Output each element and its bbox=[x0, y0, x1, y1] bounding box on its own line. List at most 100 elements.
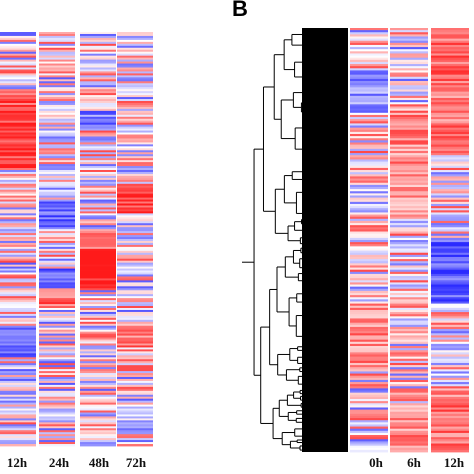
heatmap-a-cell bbox=[0, 81, 36, 84]
heatmap-a-cell bbox=[0, 378, 36, 382]
heatmap-b-cell bbox=[350, 206, 388, 209]
heatmap-a-cell bbox=[0, 361, 36, 364]
heatmap-a-cell bbox=[80, 392, 116, 396]
heatmap-b-cell bbox=[350, 32, 388, 35]
heatmap-a-cell bbox=[39, 442, 75, 445]
column-label-a-2: 24h bbox=[48, 455, 70, 470]
heatmap-b-cell bbox=[350, 119, 388, 122]
heatmap-a-cell bbox=[39, 373, 75, 376]
heatmap-a-cell bbox=[80, 183, 116, 187]
heatmap-a-cell bbox=[117, 240, 153, 244]
heatmap-a-cell bbox=[80, 296, 116, 299]
heatmap-b-cell bbox=[431, 59, 469, 63]
heatmap-a-cell bbox=[0, 59, 36, 62]
heatmap-a-cell bbox=[0, 304, 36, 307]
heatmap-a-cell bbox=[80, 412, 116, 415]
heatmap-a-cell bbox=[117, 61, 153, 64]
heatmap-b-cell bbox=[390, 32, 428, 35]
heatmap-a-cell bbox=[39, 278, 75, 281]
heatmap-b-cell bbox=[390, 78, 428, 82]
heatmap-b-cell bbox=[431, 36, 469, 39]
heatmap-a-cell bbox=[117, 292, 153, 295]
heatmap-b-cell bbox=[431, 343, 469, 347]
heatmap-a-cell bbox=[0, 207, 36, 210]
heatmap-a-cell bbox=[80, 158, 116, 161]
heatmap-b-cell bbox=[431, 282, 469, 285]
heatmap-b-cell bbox=[350, 439, 388, 442]
heatmap-a-cell bbox=[39, 434, 75, 437]
heatmap-a-cell bbox=[39, 87, 75, 90]
heatmap-b-cell bbox=[390, 246, 428, 249]
heatmap-a-cell bbox=[80, 416, 116, 419]
heatmap-b-cell bbox=[390, 93, 428, 97]
heatmap-b-cell bbox=[350, 163, 388, 167]
heatmap-b-cell bbox=[431, 407, 469, 410]
heatmap-b-cell bbox=[350, 40, 388, 44]
heatmap-b-cell bbox=[431, 119, 469, 122]
heatmap-a-cell bbox=[0, 430, 36, 433]
heatmap-a-cell bbox=[0, 37, 36, 41]
heatmap-b-cell bbox=[390, 178, 428, 182]
heatmap-b-cell bbox=[350, 85, 388, 88]
heatmap-a-cell bbox=[39, 331, 75, 335]
heatmap-b-cell bbox=[390, 140, 428, 143]
heatmap-b-cell bbox=[431, 203, 469, 207]
heatmap-b-cell bbox=[390, 47, 428, 50]
heatmap-a-cell bbox=[117, 211, 153, 214]
heatmap-a-cell bbox=[117, 181, 153, 185]
heatmap-a-cell bbox=[117, 444, 153, 447]
heatmap-b-cell bbox=[390, 235, 428, 239]
heatmap-b-cell bbox=[350, 189, 388, 192]
heatmap-b-cell bbox=[350, 269, 388, 273]
heatmap-a-cell bbox=[80, 436, 116, 439]
heatmap-a-cell bbox=[80, 369, 116, 372]
heatmap-a-cell bbox=[0, 298, 36, 301]
heatmap-a-cell bbox=[80, 37, 116, 41]
heatmap-a-cell bbox=[80, 203, 116, 206]
heatmap-a-cell bbox=[0, 126, 36, 129]
heatmap-b-cell bbox=[390, 210, 428, 213]
heatmap-a-cell bbox=[0, 329, 36, 333]
heatmap-a-cell bbox=[117, 124, 153, 128]
heatmap-a-cell bbox=[80, 367, 116, 370]
heatmap-b-cell bbox=[350, 335, 388, 338]
heatmap-a-cell bbox=[117, 341, 153, 344]
heatmap-b-cell bbox=[431, 422, 469, 425]
heatmap-a-cell bbox=[80, 444, 116, 447]
heatmap-b-cell bbox=[431, 78, 469, 82]
heatmap-a-cell bbox=[117, 264, 153, 267]
heatmap-b-cell bbox=[350, 68, 388, 71]
heatmap-a-cell bbox=[39, 187, 75, 191]
heatmap-b-cell bbox=[431, 206, 469, 209]
heatmap-a-cell bbox=[117, 365, 153, 368]
heatmap-a-cell bbox=[80, 325, 116, 329]
heatmap-b-cell bbox=[390, 165, 428, 169]
heatmap-a-cell bbox=[80, 47, 116, 51]
heatmap-a-cell bbox=[80, 217, 116, 220]
heatmap-a-cell bbox=[0, 195, 36, 198]
heatmap-a-cell bbox=[80, 384, 116, 388]
heatmap-a-cell bbox=[117, 152, 153, 155]
heatmap-a-cell bbox=[117, 43, 153, 47]
heatmap-a-cell bbox=[39, 205, 75, 208]
heatmap-a-cell bbox=[117, 81, 153, 84]
heatmap-b-cell bbox=[390, 341, 428, 345]
heatmap-b-cell bbox=[390, 172, 428, 175]
heatmap-a-cell bbox=[0, 213, 36, 216]
heatmap-a-cell bbox=[117, 158, 153, 161]
heatmap-b-cell bbox=[390, 187, 428, 190]
heatmap-b-cell bbox=[350, 138, 388, 141]
heatmap-a-cell bbox=[0, 436, 36, 439]
heatmap-b-cell bbox=[350, 301, 388, 304]
heatmap-a-cell bbox=[80, 402, 116, 405]
heatmap-b-cell bbox=[350, 220, 388, 224]
heatmap-b-cell bbox=[350, 426, 388, 430]
heatmap-b-cell bbox=[390, 413, 428, 417]
heatmap-b-cell bbox=[431, 72, 469, 76]
heatmap-a-cell bbox=[80, 319, 116, 323]
heatmap-a-cell bbox=[39, 43, 75, 47]
heatmap-a-cell bbox=[0, 35, 36, 39]
heatmap-a-cell bbox=[117, 134, 153, 137]
heatmap-b-cell bbox=[431, 259, 469, 262]
heatmap-a-cell bbox=[117, 331, 153, 335]
